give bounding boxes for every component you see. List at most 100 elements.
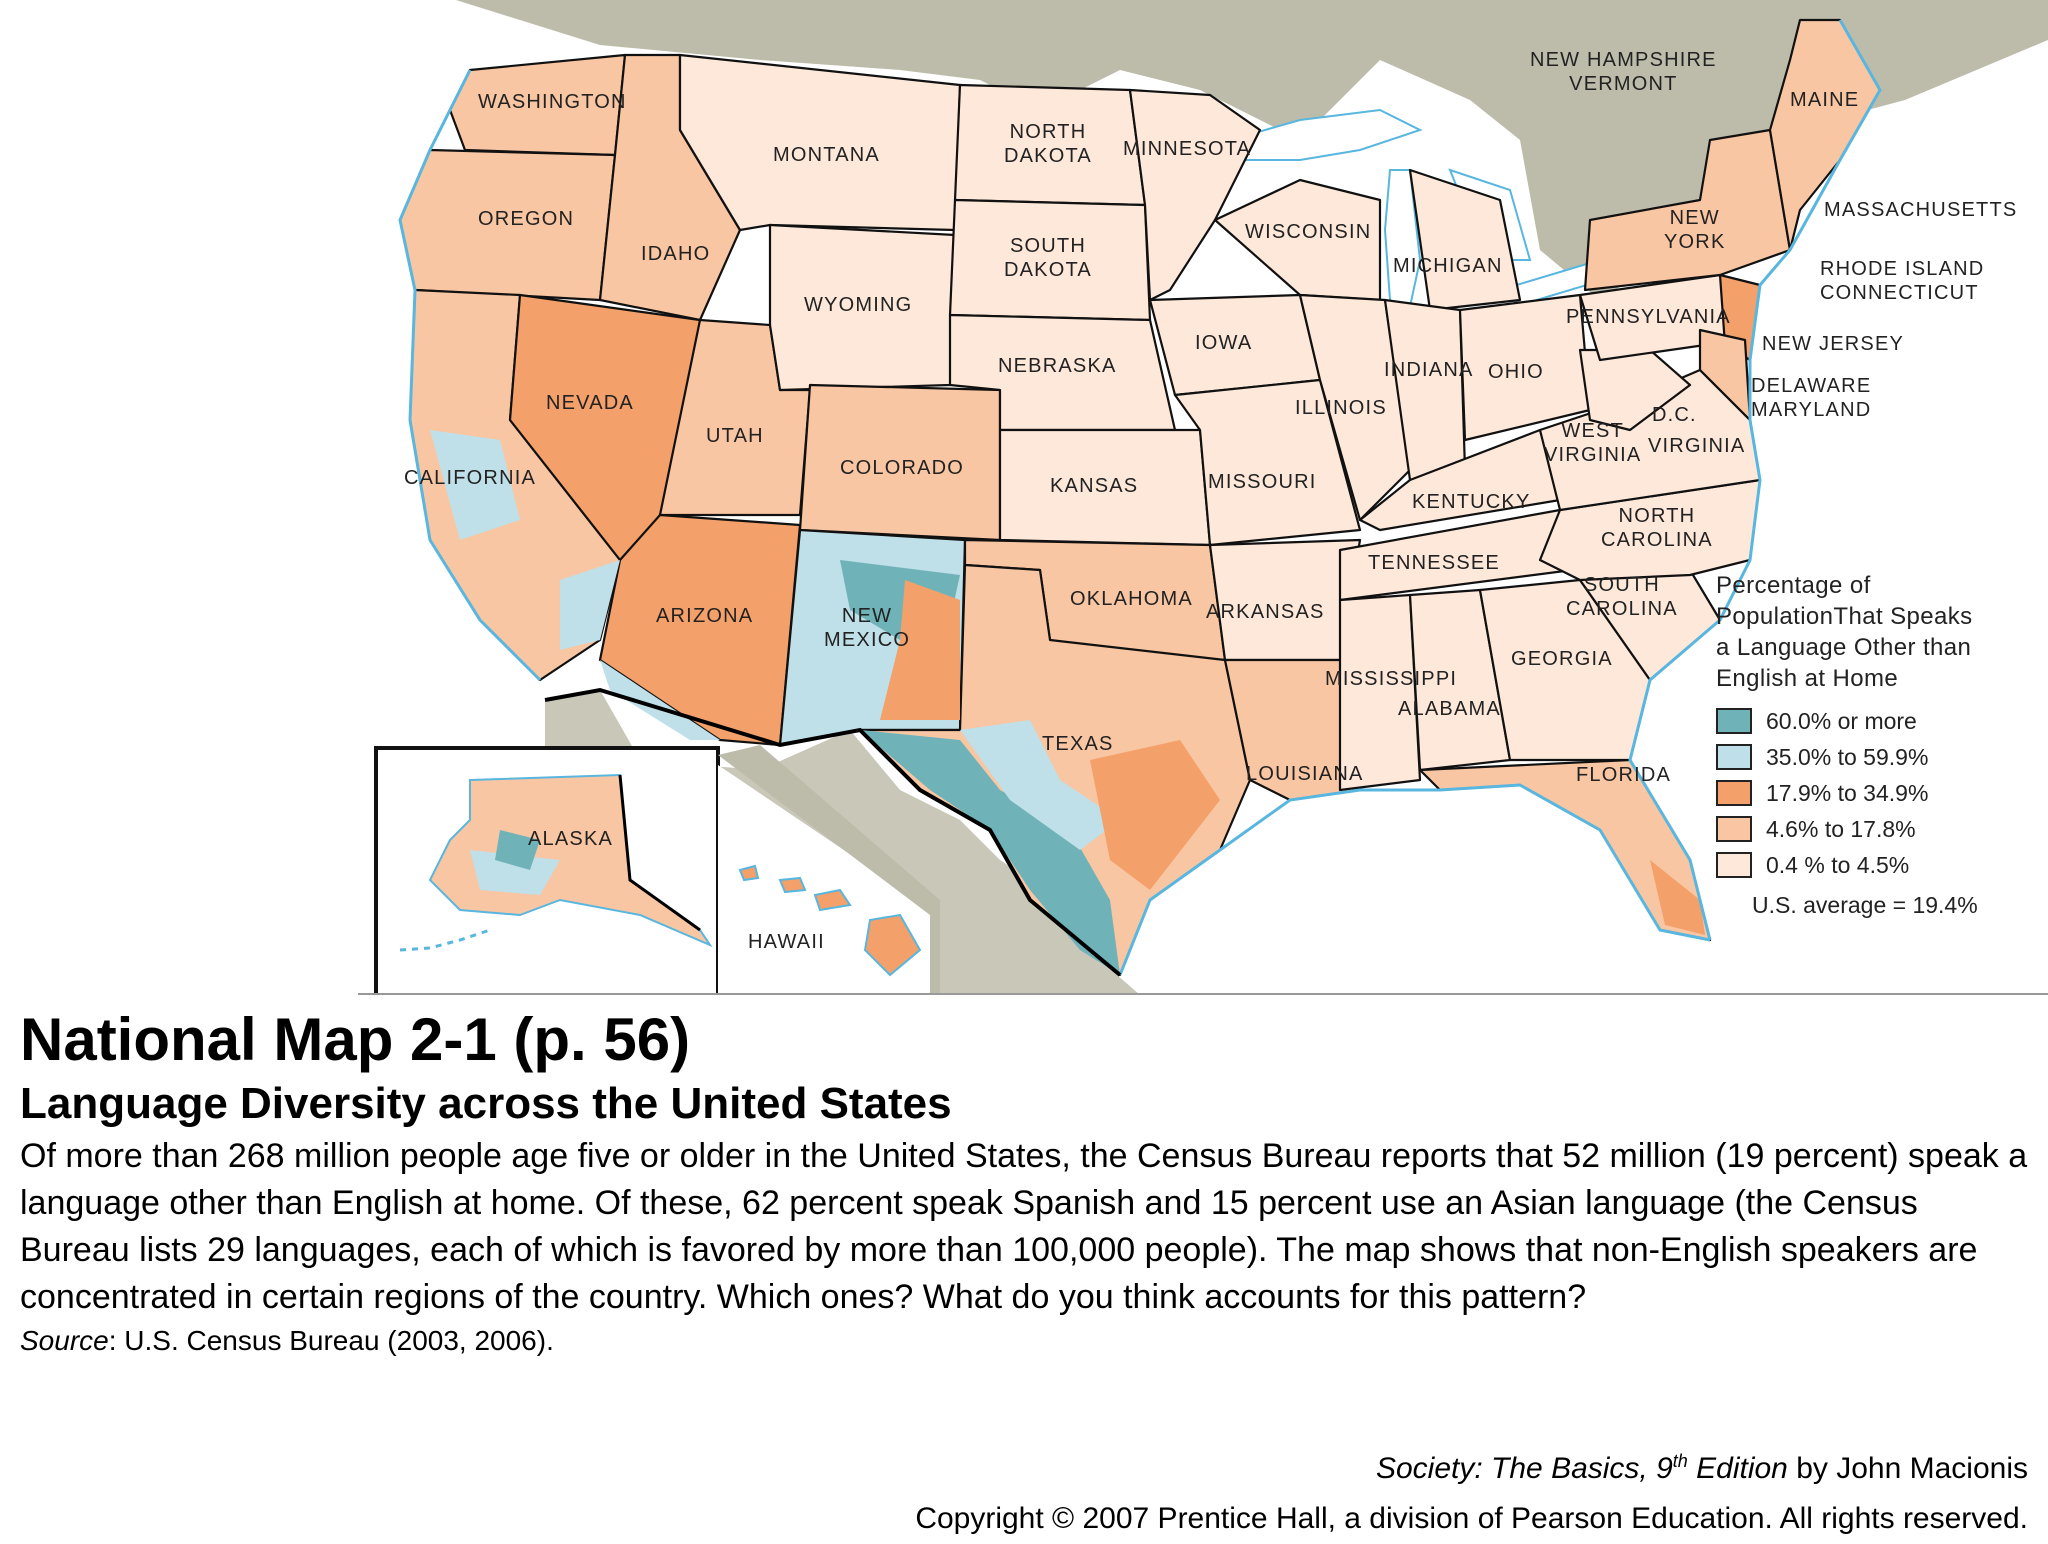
aleutian-islands — [399, 928, 491, 952]
credit-block: Society: The Basics, 9th Edition by John… — [915, 1436, 2028, 1544]
legend-label: 17.9% to 34.9% — [1766, 780, 1929, 806]
legend-swatch — [1716, 852, 1752, 878]
label-oregon: OREGON — [478, 208, 575, 230]
label-california: CALIFORNIA — [404, 467, 537, 489]
label-wyoming: WYOMING — [804, 294, 913, 316]
label-minnesota: MINNESOTA — [1123, 138, 1252, 160]
south-florida-orange-patch — [1650, 860, 1705, 935]
label-alaska: ALASKA — [528, 828, 614, 850]
label-kansas: KANSAS — [1050, 475, 1139, 497]
east-texas-orange-patch — [1090, 740, 1220, 890]
california-central-light-patch — [430, 430, 520, 540]
label-wisconsin: WISCONSIN — [1245, 221, 1372, 243]
michigan-region — [1408, 168, 1522, 312]
label-georgia: GEORGIA — [1511, 648, 1613, 670]
label-new-hampshire-vermont: NEW HAMPSHIRE VERMONT — [1530, 49, 1717, 95]
legend-swatch — [1716, 816, 1752, 842]
label-massachusetts: MASSACHUSETTS — [1824, 199, 2018, 221]
label-indiana: INDIANA — [1384, 359, 1474, 381]
legend-item-60-plus: 60.0% or more — [1716, 708, 2046, 738]
gulf-coastline — [1118, 783, 1711, 976]
ne-mexico-orange-patch — [880, 580, 960, 720]
label-rhode-island-connecticut: RHODE ISLAND CONNECTICUT — [1820, 258, 1985, 304]
legend-title: Percentage of PopulationThat Speaks a La… — [1716, 572, 1973, 692]
label-iowa: IOWA — [1195, 332, 1253, 354]
label-hawaii: HAWAII — [748, 931, 825, 953]
label-colorado: COLORADO — [840, 457, 965, 479]
language-diversity-map: WASHINGTON OREGON CALIFORNIA IDAHO MONTA… — [358, 0, 2048, 995]
label-south-dakota: SOUTH DAKOTA — [1004, 235, 1092, 281]
label-virginia: VIRGINIA — [1648, 435, 1746, 457]
mississippi-region — [1338, 593, 1422, 792]
south-texas-high-patch — [860, 730, 1120, 975]
caption-title: National Map 2-1 (p. 56) — [20, 1006, 691, 1073]
label-washington: WASHINGTON — [478, 91, 627, 113]
label-new-york: NEW YORK — [1664, 207, 1726, 253]
label-kentucky: KENTUCKY — [1412, 491, 1531, 513]
legend-swatch — [1716, 744, 1752, 770]
west-texas-light-patch — [960, 720, 1120, 850]
legend-item-18-35: 17.9% to 34.9% — [1716, 780, 2046, 810]
label-alabama: ALABAMA — [1398, 698, 1501, 720]
legend-label: 0.4 % to 4.5% — [1766, 852, 1910, 878]
atlantic-coastline — [1628, 19, 1882, 941]
label-arizona: ARIZONA — [656, 605, 754, 627]
missouri-region — [1173, 378, 1362, 547]
label-michigan: MICHIGAN — [1393, 255, 1503, 277]
label-nebraska: NEBRASKA — [998, 355, 1117, 377]
label-missouri: MISSOURI — [1208, 471, 1317, 493]
label-delaware-maryland: DELAWARE MARYLAND — [1751, 375, 1872, 421]
label-south-carolina: SOUTH CAROLINA — [1566, 574, 1678, 620]
alaska-light-patch — [470, 850, 560, 895]
us-mexico-border — [544, 687, 1122, 977]
label-texas: TEXAS — [1042, 733, 1114, 755]
caption-source: Source: U.S. Census Bureau (2003, 2006). — [20, 1323, 2030, 1359]
caption-body: Of more than 268 million people age five… — [20, 1137, 2028, 1316]
label-maine: MAINE — [1790, 89, 1860, 111]
label-mississippi: MISSISSIPPI — [1325, 668, 1458, 690]
hawaii-mexico-land — [718, 745, 940, 995]
legend-label: 4.6% to 17.8% — [1766, 816, 1916, 842]
label-florida: FLORIDA — [1576, 764, 1672, 786]
source-text: : U.S. Census Bureau (2003, 2006). — [108, 1325, 554, 1356]
legend-label: 35.0% to 59.9% — [1766, 744, 1929, 770]
legend-item-0-5: 0.4 % to 4.5% — [1716, 852, 2046, 882]
label-montana: MONTANA — [773, 144, 880, 166]
label-north-carolina: NORTH CAROLINA — [1601, 505, 1713, 551]
book-credit: Society: The Basics, 9th Edition by John… — [915, 1436, 2028, 1494]
arizona-light-patch — [600, 660, 720, 740]
wisconsin-region — [1213, 178, 1382, 302]
us-map-graphic — [358, 0, 2048, 995]
edition-word: Edition — [1687, 1452, 1788, 1485]
se-california-light-patch — [560, 560, 620, 650]
minnesota-region — [1128, 88, 1262, 302]
label-north-dakota: NORTH DAKOTA — [1004, 121, 1092, 167]
alaska-high-patch — [495, 830, 540, 870]
legend-label: 60.0% or more — [1766, 708, 1917, 734]
label-nevada: NEVADA — [546, 392, 634, 414]
label-illinois: ILLINOIS — [1295, 397, 1387, 419]
alaska-border — [618, 774, 701, 932]
label-west-virginia: WEST VIRGINIA — [1544, 420, 1642, 466]
label-oklahoma: OKLAHOMA — [1070, 588, 1193, 610]
author: by John Macionis — [1787, 1452, 2028, 1485]
label-ohio: OHIO — [1488, 361, 1544, 383]
edition-sup: th — [1672, 1451, 1688, 1471]
label-idaho: IDAHO — [641, 243, 711, 265]
pacific-coastline — [398, 69, 542, 682]
legend-item-35-60: 35.0% to 59.9% — [1716, 744, 2046, 774]
label-louisiana: LOUISIANA — [1246, 763, 1364, 785]
legend-item-5-18: 4.6% to 17.8% — [1716, 816, 2046, 846]
source-label: Source — [20, 1325, 109, 1356]
illinois-region — [1298, 293, 1412, 522]
copyright: Copyright © 2007 Prentice Hall, a divisi… — [915, 1502, 2028, 1535]
label-new-mexico: NEW MEXICO — [824, 605, 911, 651]
label-arkansas: ARKANSAS — [1206, 601, 1325, 623]
legend-swatch — [1716, 708, 1752, 734]
caption-block: National Map 2-1 (p. 56) Language Divers… — [20, 1005, 2030, 1359]
label-utah: UTAH — [706, 425, 764, 447]
hawaii-islands — [738, 864, 922, 977]
lake-superior — [1228, 108, 1423, 161]
label-pennsylvania: PENNSYLVANIA — [1566, 306, 1731, 328]
legend-swatch — [1716, 780, 1752, 806]
